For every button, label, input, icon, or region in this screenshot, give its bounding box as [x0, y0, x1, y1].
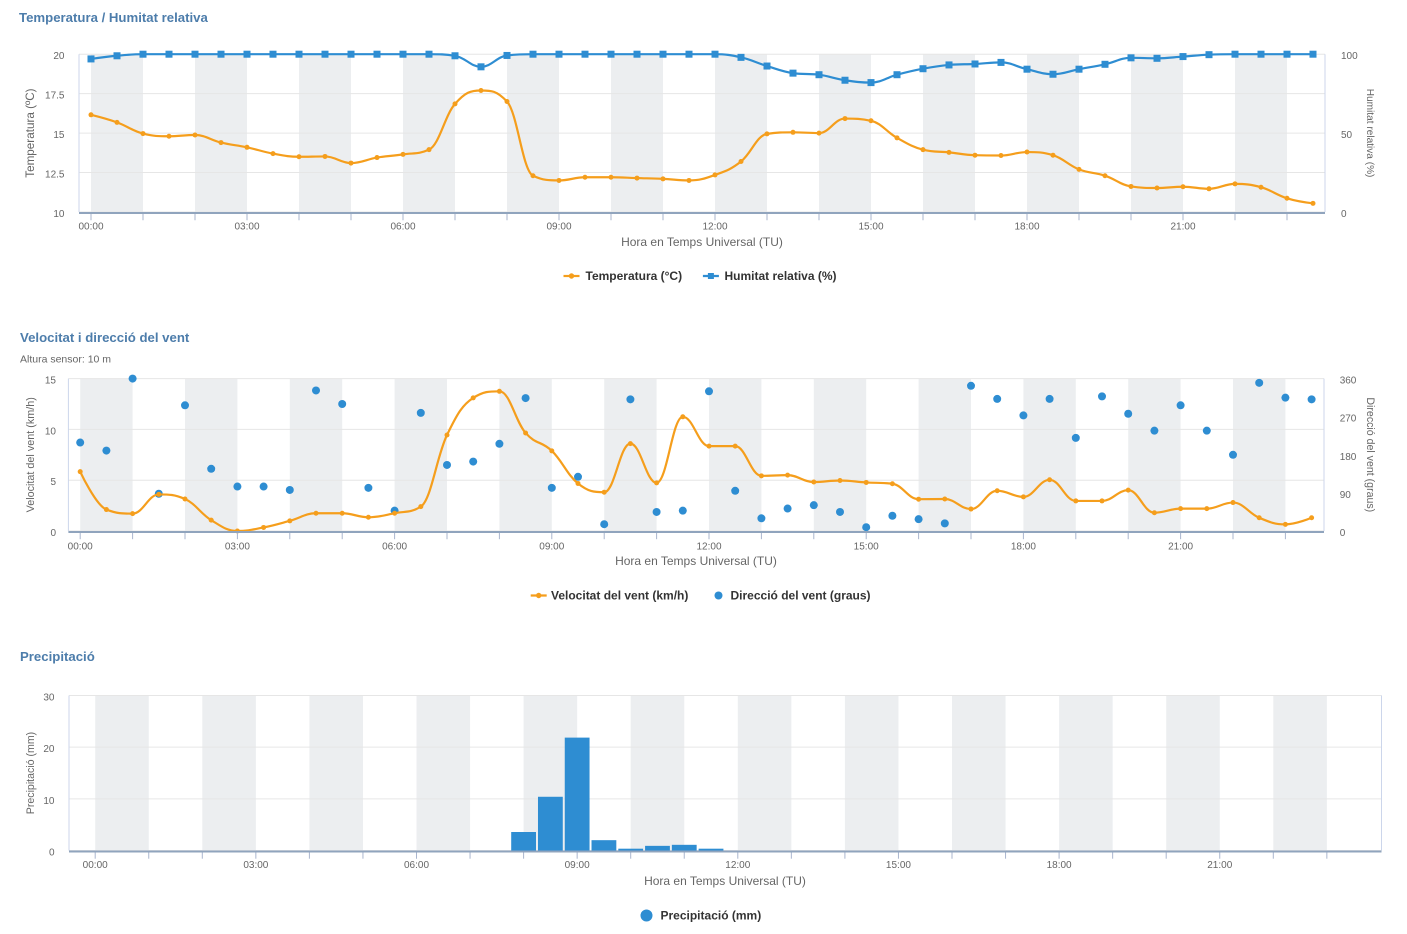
svg-text:15:00: 15:00: [854, 542, 879, 553]
svg-text:Altura sensor: 10 m: Altura sensor: 10 m: [20, 354, 111, 366]
svg-text:09:00: 09:00: [546, 222, 571, 233]
svg-text:18:00: 18:00: [1014, 222, 1039, 233]
svg-text:90: 90: [1340, 490, 1352, 501]
svg-text:10: 10: [45, 426, 57, 437]
svg-text:Precipitació (mm): Precipitació (mm): [661, 909, 762, 923]
svg-text:30: 30: [43, 693, 55, 704]
svg-text:00:00: 00:00: [83, 860, 108, 871]
svg-text:Direcció del vent (graus): Direcció del vent (graus): [1364, 397, 1376, 512]
svg-text:21:00: 21:00: [1168, 542, 1193, 553]
svg-text:270: 270: [1340, 414, 1357, 425]
svg-text:Velocitat i direcció del vent: Velocitat i direcció del vent: [20, 330, 190, 345]
svg-text:Temperatura / Humitat relativa: Temperatura / Humitat relativa: [19, 10, 209, 25]
svg-text:15:00: 15:00: [858, 222, 883, 233]
svg-text:17.5: 17.5: [45, 91, 65, 102]
svg-text:12.5: 12.5: [45, 170, 65, 181]
svg-text:18:00: 18:00: [1047, 860, 1072, 871]
svg-text:Temperatura (°C): Temperatura (°C): [586, 269, 683, 283]
svg-text:100: 100: [1341, 51, 1358, 62]
svg-text:09:00: 09:00: [565, 860, 590, 871]
svg-text:Velocitat del vent (km/h): Velocitat del vent (km/h): [25, 397, 37, 512]
svg-text:20: 20: [53, 51, 65, 62]
svg-text:21:00: 21:00: [1170, 222, 1195, 233]
svg-text:10: 10: [43, 796, 55, 807]
svg-text:03:00: 03:00: [243, 860, 268, 871]
svg-text:21:00: 21:00: [1207, 860, 1232, 871]
svg-text:Precipitació (mm): Precipitació (mm): [25, 732, 37, 814]
svg-text:0: 0: [50, 528, 56, 539]
svg-text:15:00: 15:00: [886, 860, 911, 871]
svg-text:03:00: 03:00: [225, 542, 250, 553]
svg-text:20: 20: [43, 744, 55, 755]
svg-text:18:00: 18:00: [1011, 542, 1036, 553]
svg-text:00:00: 00:00: [68, 542, 93, 553]
svg-text:360: 360: [1340, 376, 1357, 387]
svg-text:00:00: 00:00: [78, 222, 103, 233]
svg-text:12:00: 12:00: [702, 222, 727, 233]
svg-text:Temperatura (ºC): Temperatura (ºC): [24, 88, 37, 177]
svg-text:180: 180: [1340, 452, 1357, 463]
svg-text:Hora en Temps Universal (TU): Hora en Temps Universal (TU): [621, 235, 783, 249]
svg-text:15: 15: [53, 130, 65, 141]
svg-text:10: 10: [53, 209, 65, 220]
svg-text:Precipitació: Precipitació: [20, 649, 95, 664]
svg-text:Hora en Temps Universal (TU): Hora en Temps Universal (TU): [615, 554, 777, 568]
svg-text:0: 0: [1340, 528, 1346, 539]
svg-text:12:00: 12:00: [725, 860, 750, 871]
svg-text:5: 5: [50, 477, 56, 488]
svg-text:06:00: 06:00: [390, 222, 415, 233]
svg-text:Velocitat del vent (km/h): Velocitat del vent (km/h): [551, 589, 688, 603]
svg-text:50: 50: [1341, 130, 1353, 141]
svg-text:12:00: 12:00: [696, 542, 721, 553]
svg-text:15: 15: [45, 376, 57, 387]
svg-text:Hora en Temps Universal (TU): Hora en Temps Universal (TU): [644, 874, 806, 888]
svg-text:Humitat relativa (%): Humitat relativa (%): [1364, 89, 1375, 178]
svg-text:0: 0: [1341, 209, 1347, 220]
svg-text:03:00: 03:00: [234, 222, 259, 233]
svg-text:06:00: 06:00: [382, 542, 407, 553]
svg-text:Humitat relativa (%): Humitat relativa (%): [725, 269, 837, 283]
svg-text:Direcció del vent (graus): Direcció del vent (graus): [731, 589, 871, 603]
svg-text:09:00: 09:00: [539, 542, 564, 553]
svg-text:0: 0: [49, 848, 55, 859]
svg-text:06:00: 06:00: [404, 860, 429, 871]
